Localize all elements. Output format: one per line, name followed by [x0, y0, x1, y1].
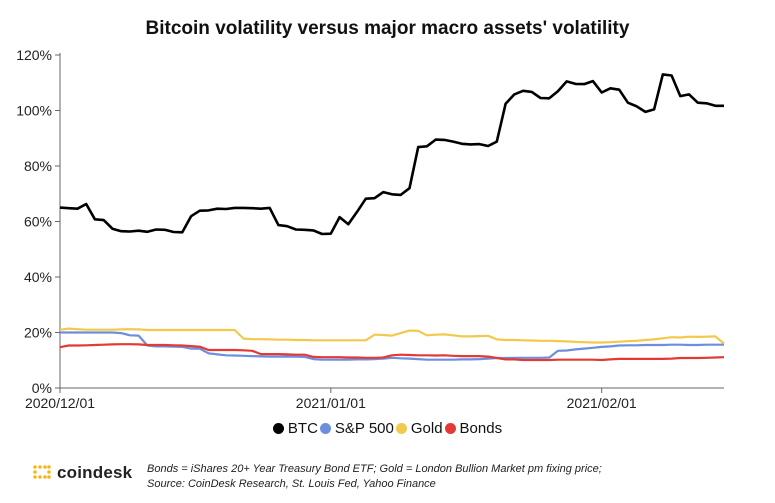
y-tick-label: 0% — [32, 380, 52, 396]
legend-label: BTC — [287, 420, 318, 437]
y-tick-label: 40% — [24, 269, 52, 285]
legend-marker-icon — [319, 423, 331, 434]
legend-label: S&P 500 — [334, 420, 394, 437]
legend-item: BTC — [272, 420, 318, 437]
y-tick-label: 120% — [16, 47, 52, 63]
legend-marker-icon — [444, 423, 456, 434]
footer: coindesk Bonds = iShares 20+ Year Treasu… — [32, 458, 772, 498]
series-line-bonds — [59, 343, 725, 362]
x-tick-label: 2021/01/01 — [296, 395, 366, 411]
coindesk-logo-icon — [33, 465, 51, 479]
series-line-btc — [59, 73, 724, 236]
y-tick-label: 60% — [24, 214, 52, 230]
x-axis-ticks: 2020/12/01 2021/01/01 2021/02/01 — [25, 388, 637, 411]
y-tick-label: 80% — [24, 158, 52, 174]
footnote-definitions: Bonds = iShares 20+ Year Treasury Bond E… — [147, 463, 602, 475]
coindesk-logo: coindesk — [32, 463, 132, 483]
series-lines — [59, 73, 725, 362]
footnote-source: Source: CoinDesk Research, St. Louis Fed… — [147, 478, 436, 490]
y-tick-label: 100% — [16, 103, 52, 119]
logo-text: coindesk — [57, 463, 133, 482]
legend-item: S&P 500 — [319, 420, 394, 437]
legend-label: Gold — [410, 420, 443, 437]
chart-plot: 0% 20% 40% 60% 80% 100% 120% 2020/12/01 2021/01… — [16, 47, 725, 411]
legend: BTC S&P 500 Gold Bonds — [0, 420, 775, 438]
legend-marker-icon — [272, 423, 284, 434]
legend-marker-icon — [395, 423, 407, 434]
y-axis-ticks: 0% 20% 40% 60% 80% 100% 120% — [16, 47, 60, 396]
footnote: Bonds = iShares 20+ Year Treasury Bond E… — [147, 462, 602, 492]
chart-title: Bitcoin volatility versus major macro as… — [145, 18, 630, 39]
y-tick-label: 20% — [24, 325, 52, 341]
series-line-gold — [59, 327, 725, 345]
x-tick-label: 2021/02/01 — [567, 395, 637, 411]
legend-item: Gold — [395, 420, 443, 437]
legend-label: Bonds — [459, 420, 503, 437]
legend-item: Bonds — [444, 420, 503, 437]
x-tick-label: 2020/12/01 — [25, 395, 95, 411]
series-line-s-p-500 — [60, 331, 724, 361]
